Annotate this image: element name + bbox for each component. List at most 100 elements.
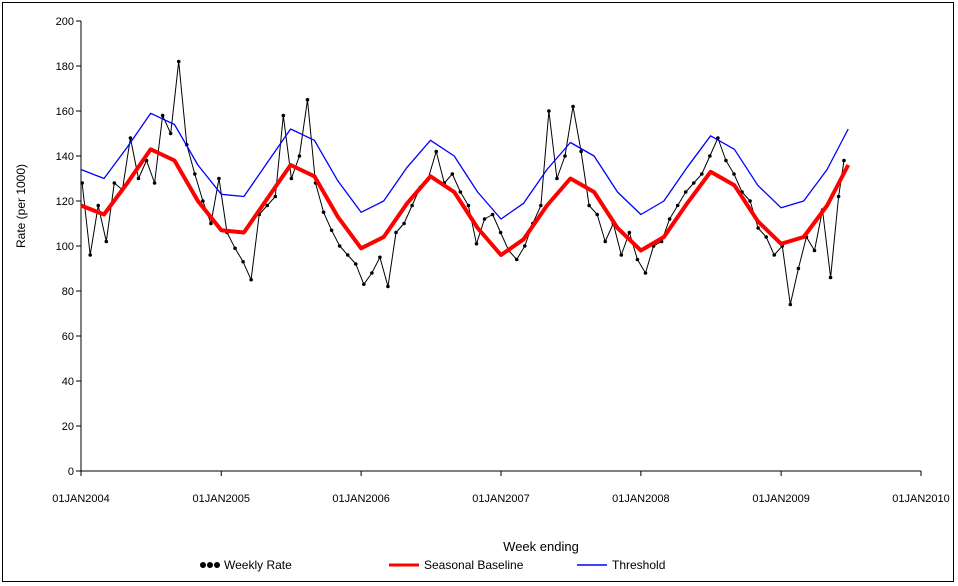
data-point — [539, 203, 543, 208]
data-point — [273, 194, 278, 199]
y-tick-label: 200 — [56, 16, 74, 28]
x-tick-label: 01JAN2004 — [52, 493, 110, 505]
data-point — [281, 113, 286, 118]
data-point — [579, 149, 583, 154]
data-point — [458, 190, 463, 194]
x-tick-label: 01JAN2010 — [892, 493, 950, 505]
y-tick-label: 60 — [62, 331, 74, 343]
data-point — [571, 104, 575, 109]
data-point — [635, 257, 640, 262]
data-point — [466, 203, 471, 208]
series-line-1 — [80, 147, 850, 257]
y-tick-label: 120 — [56, 196, 74, 208]
data-point — [764, 235, 768, 239]
plot-area — [80, 59, 850, 307]
data-point — [772, 253, 777, 257]
data-point — [96, 203, 101, 208]
y-axis-ticks: 0 20 40 60 80 100 120 140 160 180 200 — [56, 16, 81, 478]
data-point — [482, 217, 487, 221]
data-point — [490, 212, 495, 217]
data-point — [88, 253, 92, 257]
data-point — [233, 246, 237, 251]
x-tick-label: 01JAN2007 — [472, 493, 530, 505]
y-tick-label: 160 — [56, 106, 74, 118]
legend-swatch-dot — [207, 562, 213, 568]
data-point — [152, 181, 157, 185]
y-tick-label: 20 — [62, 421, 74, 433]
x-tick-label: 01JAN2005 — [193, 493, 251, 505]
x-tick-label: 01JAN2008 — [612, 493, 670, 505]
data-point — [683, 190, 688, 194]
data-point — [168, 131, 173, 136]
data-point — [796, 266, 801, 271]
series-line-0 — [81, 61, 845, 305]
y-tick-label: 100 — [56, 241, 74, 253]
data-point — [193, 172, 197, 176]
data-point — [329, 228, 334, 233]
data-point — [675, 203, 680, 208]
data-point — [842, 158, 846, 163]
data-point — [474, 241, 479, 246]
data-point — [345, 253, 350, 257]
data-point — [112, 181, 117, 185]
data-point — [410, 203, 414, 208]
data-point — [450, 172, 455, 176]
data-point — [337, 244, 342, 248]
data-point — [378, 255, 382, 260]
data-point — [667, 217, 672, 221]
data-point — [265, 203, 270, 208]
data-point — [555, 176, 559, 181]
data-point — [370, 271, 374, 275]
y-tick-label: 140 — [56, 151, 74, 163]
data-point — [498, 230, 503, 235]
y-axis-label: Rate (per 1000) — [14, 164, 28, 248]
data-point — [241, 259, 245, 264]
x-axis-label: Week ending — [503, 539, 579, 554]
x-axis-ticks: 01JAN2004 01JAN2005 01JAN2006 01JAN2007 01JA… — [52, 471, 950, 505]
data-point — [708, 154, 712, 158]
y-tick-label: 80 — [62, 286, 74, 298]
data-point — [160, 113, 165, 118]
data-point — [289, 176, 294, 181]
data-point — [353, 262, 358, 266]
data-point — [788, 302, 793, 307]
data-point — [136, 176, 141, 181]
legend-label: Threshold — [612, 558, 665, 572]
legend-label: Weekly Rate — [224, 558, 292, 572]
data-point — [394, 230, 398, 235]
legend-label: Seasonal Baseline — [424, 558, 524, 572]
data-point — [176, 59, 181, 64]
y-tick-label: 0 — [68, 466, 74, 478]
data-point — [514, 257, 519, 262]
data-point — [402, 221, 406, 226]
data-point — [522, 244, 527, 248]
y-tick-label: 40 — [62, 376, 74, 388]
data-point — [700, 172, 704, 176]
data-point — [128, 136, 133, 140]
data-point — [434, 149, 439, 154]
data-point — [691, 181, 696, 185]
x-tick-label: 01JAN2006 — [332, 493, 390, 505]
data-point — [812, 248, 817, 253]
data-point — [321, 210, 326, 215]
data-point — [627, 230, 632, 235]
data-point — [563, 154, 567, 158]
data-point — [836, 194, 841, 199]
legend: Weekly Rate Seasonal Baseline Threshold — [200, 558, 665, 572]
data-point — [756, 226, 760, 230]
data-point — [201, 199, 205, 203]
y-tick-label: 180 — [56, 61, 74, 73]
series-line-2 — [80, 112, 849, 220]
legend-swatch-dot — [214, 562, 220, 568]
data-point — [619, 253, 624, 257]
data-point — [217, 176, 221, 181]
data-point — [80, 181, 84, 185]
data-point — [305, 97, 310, 102]
data-point — [595, 212, 599, 217]
data-point — [643, 271, 648, 275]
data-point — [297, 154, 302, 158]
data-point — [828, 275, 833, 280]
data-point — [587, 203, 591, 208]
